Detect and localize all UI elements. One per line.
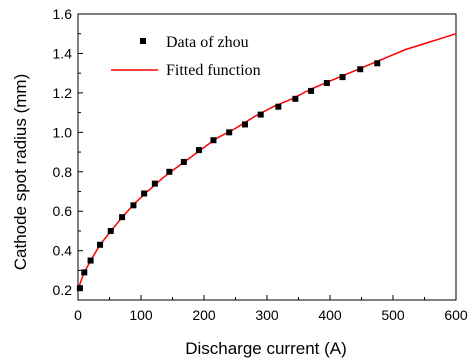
x-tick-label: 500: [381, 307, 405, 323]
data-point: [323, 80, 330, 87]
x-tick-label: 200: [192, 307, 216, 323]
data-point: [107, 227, 114, 234]
y-tick-label: 0.6: [53, 203, 73, 219]
x-tick-label: 600: [444, 307, 468, 323]
data-point: [195, 147, 202, 154]
data-point: [257, 111, 264, 118]
data-point: [81, 269, 88, 276]
data-point: [151, 180, 158, 187]
x-tick-label: 100: [129, 307, 153, 323]
data-point: [241, 121, 248, 128]
y-tick-label: 1.6: [53, 6, 73, 22]
y-tick-label: 1.2: [53, 85, 73, 101]
data-point: [87, 257, 94, 264]
y-axis-ticks: 0.2 0.4 0.6 0.8 1.0 1.2 1.4 1.6: [53, 6, 83, 298]
x-tick-label: 400: [318, 307, 342, 323]
legend-label-data-of-zhou: Data of zhou: [166, 34, 249, 51]
fitted-function-line: [77, 32, 457, 291]
x-tick-label: 0: [74, 307, 82, 323]
y-axis-title: Cathode spot radius (mm): [11, 74, 30, 271]
y-tick-label: 0.4: [53, 243, 73, 259]
data-point: [374, 60, 381, 67]
y-tick-label: 0.8: [53, 164, 73, 180]
y-tick-label: 1.4: [53, 45, 73, 61]
data-point: [339, 74, 346, 81]
x-tick-label: 300: [255, 307, 279, 323]
data-point: [226, 129, 233, 136]
data-point: [166, 168, 173, 175]
plot-area: [76, 32, 457, 292]
data-point: [180, 158, 187, 165]
data-point: [357, 66, 364, 73]
data-point: [275, 103, 282, 110]
legend-label-fitted-function: Fitted function: [166, 62, 261, 79]
legend: Data of zhou Fitted function: [111, 34, 261, 79]
data-point: [97, 241, 104, 248]
data-point: [119, 214, 126, 221]
y-tick-label: 0.2: [53, 282, 73, 298]
x-axis-title: Discharge current (A): [185, 339, 347, 358]
data-point: [130, 202, 137, 209]
data-point: [141, 190, 148, 197]
x-axis-ticks: 0 100 200 300 400 500 600: [74, 295, 468, 323]
plot-frame: [77, 13, 457, 301]
data-point: [292, 95, 299, 102]
legend-marker-data-of-zhou: [140, 38, 146, 44]
data-point: [76, 285, 83, 292]
data-point: [308, 87, 315, 94]
data-point: [210, 137, 217, 144]
y-tick-label: 1.0: [53, 124, 73, 140]
